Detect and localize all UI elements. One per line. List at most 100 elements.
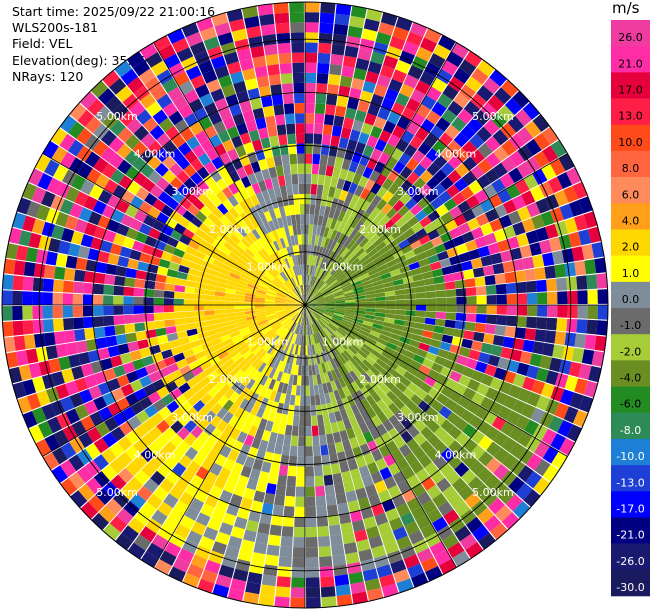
velocity-cell — [190, 172, 203, 185]
velocity-cell — [123, 296, 134, 305]
velocity-cell — [62, 293, 73, 305]
velocity-cell — [296, 143, 305, 154]
velocity-cell — [480, 102, 498, 119]
velocity-cell — [256, 75, 270, 88]
velocity-cell — [294, 323, 299, 334]
velocity-cell — [161, 374, 174, 386]
velocity-cell — [15, 245, 29, 261]
velocity-cell — [544, 265, 556, 279]
velocity-cell — [80, 501, 98, 520]
velocity-cell — [168, 566, 186, 582]
velocity-cell — [406, 171, 420, 185]
range-ring-label: 5.00km — [96, 110, 138, 123]
velocity-cell — [383, 55, 399, 69]
velocity-cell — [95, 261, 108, 274]
velocity-cell — [279, 361, 287, 373]
velocity-cell — [206, 279, 218, 287]
velocity-cell — [559, 438, 575, 456]
velocity-cell — [165, 125, 180, 141]
velocity-cell — [330, 53, 344, 66]
velocity-cell — [436, 224, 449, 236]
velocity-cell — [277, 566, 292, 578]
velocity-cell — [417, 141, 432, 156]
velocity-cell — [127, 181, 142, 195]
velocity-cell — [317, 414, 324, 426]
velocity-cell — [215, 254, 227, 264]
velocity-cell — [323, 227, 330, 238]
velocity-cell — [322, 413, 331, 425]
velocity-cell — [156, 69, 173, 85]
velocity-cell — [263, 492, 275, 505]
velocity-cell — [486, 441, 502, 457]
velocity-cell — [120, 484, 136, 501]
velocity-cell — [295, 324, 300, 335]
velocity-cell — [506, 183, 521, 199]
velocity-cell — [87, 248, 100, 261]
velocity-cell — [355, 234, 366, 245]
velocity-cell — [383, 120, 396, 134]
velocity-cell — [283, 236, 290, 248]
range-ring-label: 3.00km — [397, 185, 439, 198]
velocity-cell — [44, 159, 60, 177]
velocity-cell — [313, 133, 323, 145]
velocity-cell — [340, 364, 349, 375]
velocity-cell — [330, 265, 339, 275]
velocity-cell — [305, 325, 307, 336]
velocity-cell — [248, 368, 258, 379]
velocity-cell — [247, 283, 258, 290]
velocity-cell — [239, 276, 250, 284]
velocity-cell — [465, 358, 478, 370]
velocity-cell — [327, 262, 335, 273]
velocity-cell — [458, 251, 471, 263]
range-ring-label: 4.00km — [134, 148, 176, 161]
velocity-cell — [239, 58, 254, 71]
velocity-cell — [433, 325, 445, 334]
velocity-cell — [54, 331, 66, 345]
velocity-cell — [471, 500, 488, 517]
velocity-cell — [349, 15, 365, 29]
velocity-cell — [285, 485, 296, 497]
velocity-cell — [435, 290, 447, 298]
velocity-cell — [332, 333, 341, 343]
velocity-cell — [199, 205, 212, 218]
velocity-cell — [252, 415, 262, 428]
velocity-cell — [291, 577, 305, 588]
velocity-cell — [124, 323, 136, 334]
velocity-cell — [305, 214, 310, 225]
velocity-cell — [362, 320, 374, 327]
velocity-cell — [117, 127, 133, 143]
velocity-cell — [398, 152, 412, 166]
velocity-cell — [83, 195, 98, 211]
velocity-cell — [320, 330, 327, 340]
velocity-cell — [289, 12, 304, 23]
velocity-cell — [204, 436, 217, 449]
velocity-cell — [564, 217, 578, 234]
velocity-cell — [80, 179, 95, 195]
velocity-cell — [77, 109, 95, 127]
velocity-cell — [298, 324, 302, 335]
velocity-cell — [471, 370, 485, 383]
velocity-cell — [313, 455, 322, 467]
velocity-cell — [507, 115, 525, 133]
velocity-cell — [217, 130, 231, 143]
velocity-cell — [192, 198, 205, 211]
velocity-cell — [245, 413, 256, 425]
velocity-cell — [306, 314, 310, 325]
velocity-cell — [214, 454, 227, 467]
velocity-cell — [300, 264, 304, 275]
velocity-cell — [260, 323, 270, 331]
velocity-cell — [32, 319, 44, 334]
velocity-cell — [444, 219, 458, 232]
velocity-cell — [218, 74, 233, 89]
velocity-cell — [334, 298, 346, 302]
velocity-cell — [455, 163, 470, 178]
velocity-cell — [408, 339, 421, 348]
velocity-cell — [542, 145, 559, 163]
velocity-cell — [23, 261, 36, 277]
velocity-cell — [324, 298, 335, 302]
velocity-cell — [185, 65, 202, 80]
velocity-cell — [217, 203, 229, 215]
velocity-cell — [269, 357, 278, 368]
velocity-cell — [320, 352, 327, 363]
velocity-cell — [48, 238, 61, 253]
